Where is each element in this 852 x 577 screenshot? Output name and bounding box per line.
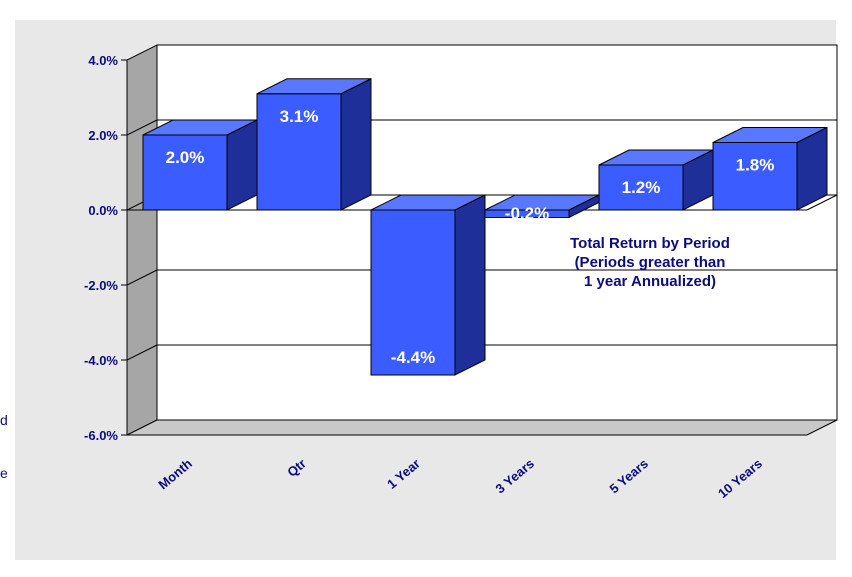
bar bbox=[370, 194, 486, 376]
data-label: -4.4% bbox=[391, 348, 435, 367]
bar-side bbox=[454, 194, 486, 376]
annotation-line: (Periods greater than bbox=[575, 254, 726, 271]
data-label: 2.0% bbox=[166, 148, 205, 167]
edge-fragment-2: e bbox=[0, 465, 8, 481]
side-wall bbox=[126, 44, 158, 436]
bar bbox=[712, 126, 828, 211]
data-label: 1.2% bbox=[622, 178, 661, 197]
bar-top bbox=[370, 194, 486, 211]
y-tick-label: -6.0% bbox=[84, 428, 118, 443]
category-label: 1 Year bbox=[384, 456, 423, 492]
bar-side bbox=[340, 77, 372, 211]
gridline-side bbox=[126, 344, 158, 361]
bar bbox=[142, 119, 258, 211]
bar bbox=[598, 149, 714, 211]
category-label: 5 Years bbox=[607, 456, 651, 497]
bar-top bbox=[256, 78, 372, 95]
bar-front bbox=[142, 134, 228, 211]
annotation-line: Total Return by Period bbox=[570, 235, 730, 252]
gridline-side bbox=[126, 269, 158, 286]
y-tick-label: 2.0% bbox=[88, 128, 118, 143]
chart-floor bbox=[126, 419, 838, 436]
bar-front bbox=[598, 164, 684, 211]
bar-front bbox=[712, 142, 798, 211]
data-label: 3.1% bbox=[280, 107, 319, 126]
zero-baseline-depth bbox=[806, 194, 838, 211]
bar-top bbox=[712, 127, 828, 143]
category-label: 3 Years bbox=[493, 456, 537, 497]
y-tick-label: 0.0% bbox=[88, 203, 118, 218]
y-tick-label: -4.0% bbox=[84, 353, 118, 368]
category-label: Month bbox=[155, 456, 195, 493]
category-label: Qtr bbox=[284, 456, 309, 480]
y-tick-label: 4.0% bbox=[88, 53, 118, 68]
y-tick-label: -2.0% bbox=[84, 278, 118, 293]
data-label: 1.8% bbox=[736, 156, 775, 175]
bar-side bbox=[226, 119, 258, 211]
gridline-side bbox=[126, 119, 158, 136]
annotation-line: 1 year Annualized) bbox=[584, 273, 716, 290]
edge-fragment-1: d bbox=[0, 412, 8, 428]
category-label: 10 Years bbox=[715, 456, 765, 501]
bar bbox=[256, 77, 372, 211]
data-label: -0.2% bbox=[505, 204, 549, 223]
